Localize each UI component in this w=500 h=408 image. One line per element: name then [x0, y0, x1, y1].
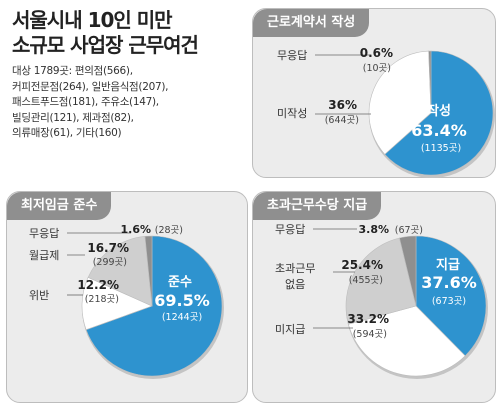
slice-count-1: (1135곳) [421, 143, 461, 154]
pie-slice-1 [384, 50, 494, 176]
slice-label-1: 준수 [168, 275, 192, 290]
contract-pie-chart: 작성 63.4% (1135곳) 미작성 36% (644곳) 무응답 0.6% (10곳) [277, 46, 495, 178]
slice-label-4: 무응답 [275, 223, 305, 236]
slice-count-2: (218곳) [85, 294, 119, 305]
slice-count-1: (1244곳) [162, 312, 202, 323]
sample-description: 대상 1789곳: 편의점(566), 커피전문점(264), 일반음식점(20… [12, 64, 168, 142]
slice-label-3: 무응답 [277, 49, 307, 62]
slice-percent-3: 0.6% [360, 46, 393, 60]
slice-percent-2: 36% [328, 98, 357, 112]
title-line-1: 서울시내 10인 미만 [12, 8, 173, 32]
slice-count-4: (67곳) [395, 225, 423, 236]
sample-line-2: 커피전문점(264), 일반음식점(207), [12, 80, 169, 93]
slice-label-2: 미지급 [275, 323, 305, 336]
slice-percent-3: 25.4% [341, 258, 383, 272]
pie-slice-4 [399, 235, 417, 307]
slice-percent-1: 63.4% [411, 121, 467, 140]
sample-line-5: 의류매장(61), 기타(160) [12, 127, 122, 139]
slice-count-2: (594곳) [353, 329, 387, 340]
slice-count-1: (673곳) [432, 296, 466, 307]
slice-percent-4: 3.8% [358, 223, 389, 236]
pie-slice-3 [87, 236, 153, 307]
pie-slice-2 [368, 50, 432, 155]
slice-count-3: (10곳) [363, 63, 391, 74]
contract-chart-title: 근로계약서 작성 [253, 9, 370, 37]
slice-percent-1: 69.5% [154, 291, 210, 310]
pie-slice-1 [415, 235, 487, 357]
slice-percent-2: 33.2% [347, 312, 389, 326]
min-wage-chart-title: 최저임금 준수 [7, 192, 112, 220]
pie-slice-4 [144, 235, 153, 307]
slice-label-3: 월급제 [29, 249, 59, 262]
slice-percent-3: 16.7% [87, 241, 129, 255]
pie-slice-1 [85, 235, 223, 377]
contract-panel: 근로계약서 작성 작성 63.4% (1135곳) 미작성 36% (644곳) 무응답 0.… [252, 8, 496, 178]
overtime-panel: 초과근무수당 지급 지급 37.6% (673곳) 미지급 33.2% (594곳) 초과근… [252, 191, 496, 403]
overtime-chart-title: 초과근무수당 지급 [253, 192, 382, 220]
sample-line-1: 대상 1789곳: 편의점(566), [12, 65, 133, 77]
sample-line-4: 빌딩관리(121), 제과점(82), [12, 111, 134, 124]
slice-count-3: (299곳) [93, 257, 127, 268]
slice-label-2: 위반 [29, 289, 49, 302]
slice-label-1: 지급 [436, 258, 460, 273]
sample-line-3: 패스트푸드점(181), 주유소(147), [12, 96, 159, 108]
slice-label-1: 작성 [427, 103, 451, 119]
slice-percent-4: 1.6% [120, 223, 151, 236]
pie-slice-3 [345, 237, 417, 325]
title-line-2: 소규모 사업장 근무여건 [12, 33, 199, 57]
slice-count-2: (644곳) [325, 115, 359, 126]
pie-slice-2 [348, 305, 466, 377]
slice-label-4: 무응답 [29, 227, 59, 240]
slice-count-3: (455곳) [349, 275, 383, 286]
slice-label-3: 초과근무 [275, 262, 315, 275]
page-title: 서울시내 10인 미만 소규모 사업장 근무여건 [12, 8, 199, 58]
slice-percent-2: 12.2% [77, 278, 119, 292]
min-wage-panel: 최저임금 준수 준수 69.5% (1244곳) 위반 12.2% (218곳) 월급제 16… [6, 191, 248, 403]
slice-label-3-line2: 없음 [285, 278, 305, 291]
slice-label-2: 미작성 [277, 107, 307, 120]
slice-count-4: (28곳) [155, 225, 183, 236]
pie-slice-3 [428, 50, 432, 114]
slice-percent-1: 37.6% [421, 273, 477, 292]
